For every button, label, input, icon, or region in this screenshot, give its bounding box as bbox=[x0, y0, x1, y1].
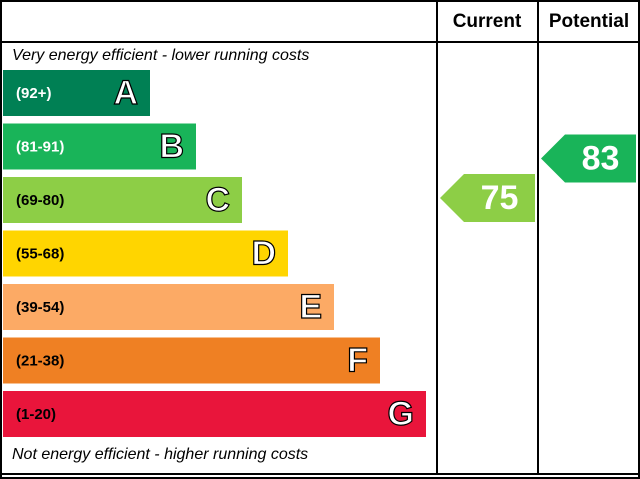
column-header: Potential bbox=[549, 11, 629, 32]
band-range: (69-80) bbox=[16, 192, 64, 209]
band-letter: D bbox=[251, 234, 276, 272]
band bbox=[3, 391, 426, 437]
band-letter: B bbox=[159, 127, 184, 165]
rating-arrow bbox=[541, 134, 636, 183]
rating-value: 75 bbox=[481, 179, 519, 217]
band-range: (21-38) bbox=[16, 352, 64, 369]
rating-arrow bbox=[440, 174, 535, 222]
band bbox=[3, 284, 334, 330]
band-letter: A bbox=[113, 74, 138, 112]
band bbox=[3, 337, 380, 384]
band-range: (1-20) bbox=[16, 406, 56, 423]
rating-value: 83 bbox=[582, 139, 620, 177]
band-letter: E bbox=[299, 288, 322, 326]
band-range: (81-91) bbox=[16, 138, 64, 155]
band-letter: G bbox=[388, 395, 414, 433]
band bbox=[3, 70, 150, 116]
band-letter: C bbox=[205, 181, 230, 219]
band bbox=[3, 123, 196, 170]
band bbox=[3, 177, 242, 223]
column-header: Current bbox=[453, 11, 522, 32]
band-range: (39-54) bbox=[16, 299, 64, 316]
top-label: Very energy efficient - lower running co… bbox=[12, 47, 309, 64]
band bbox=[3, 230, 288, 277]
bottom-label: Not energy efficient - higher running co… bbox=[12, 446, 308, 463]
band-range: (92+) bbox=[16, 85, 51, 102]
band-letter: F bbox=[347, 341, 368, 379]
band-range: (55-68) bbox=[16, 245, 64, 262]
